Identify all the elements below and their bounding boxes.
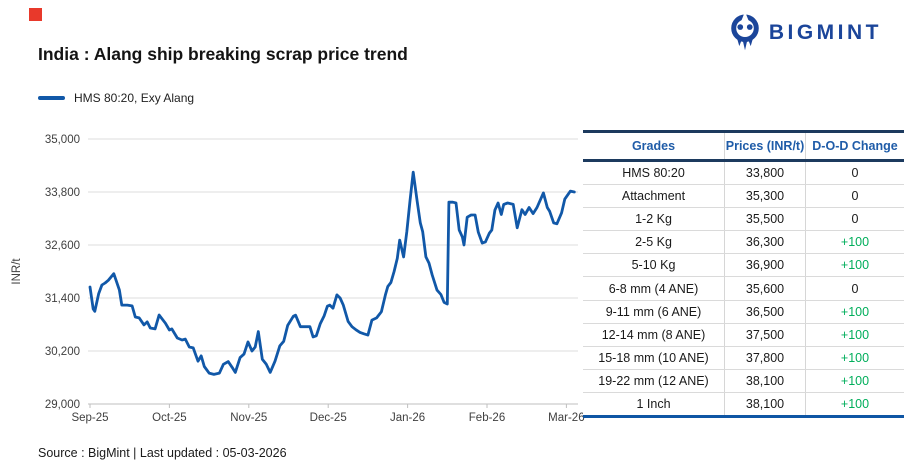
table-row: 15-18 mm (10 ANE) 37,800 +100 — [583, 346, 904, 370]
bigmint-owl-icon — [731, 14, 759, 51]
table-row: 2-5 Kg 36,300 +100 — [583, 231, 904, 255]
grade-cell: 2-5 Kg — [583, 231, 725, 254]
change-cell: 0 — [851, 166, 859, 181]
y-axis-tick-label: 35,000 — [45, 134, 80, 146]
table-header-row: Grades Prices (INR/t) D-O-D Change — [583, 133, 904, 162]
grade-cell: 1-2 Kg — [583, 208, 725, 231]
price-cell: 37,500 — [725, 323, 806, 346]
red-square-marker — [29, 8, 42, 21]
price-cell: 33,800 — [725, 162, 806, 185]
logo-wordmark: BIGMINT — [768, 21, 882, 44]
column-header-dod-change: D-O-D Change — [812, 139, 898, 153]
table-row: 1 Inch 38,100 +100 — [583, 392, 904, 416]
column-header-grades: Grades — [583, 133, 725, 159]
grade-cell: 12-14 mm (8 ANE) — [583, 323, 725, 346]
table-row: 9-11 mm (6 ANE) 36,500 +100 — [583, 300, 904, 324]
price-cell: 35,500 — [725, 208, 806, 231]
grade-cell: 9-11 mm (6 ANE) — [583, 300, 725, 323]
y-axis-tick-label: 33,800 — [45, 187, 80, 199]
y-axis-tick-label: 32,600 — [45, 240, 80, 252]
x-axis-tick-label: Feb-26 — [469, 412, 505, 424]
price-cell: 37,800 — [725, 346, 806, 369]
change-cell: +100 — [840, 396, 870, 411]
y-axis-tick-label: 29,000 — [45, 399, 80, 411]
change-cell: 0 — [851, 281, 859, 296]
price-table: Grades Prices (INR/t) D-O-D Change HMS 8… — [583, 130, 904, 419]
change-cell: +100 — [840, 304, 870, 319]
chart-legend: HMS 80:20, Exy Alang — [38, 91, 194, 105]
grade-cell: Attachment — [583, 185, 725, 208]
grade-cell: 19-22 mm (12 ANE) — [583, 369, 725, 392]
table-row: 1-2 Kg 35,500 0 — [583, 208, 904, 232]
x-axis-tick-label: Dec-25 — [310, 412, 347, 424]
table-row: Attachment 35,300 0 — [583, 185, 904, 209]
price-cell: 36,500 — [725, 300, 806, 323]
price-cell: 36,900 — [725, 254, 806, 277]
grade-cell: 6-8 mm (4 ANE) — [583, 277, 725, 300]
change-cell: 0 — [851, 189, 859, 204]
source-caption: Source : BigMint | Last updated : 05-03-… — [38, 446, 287, 460]
grade-cell: 15-18 mm (10 ANE) — [583, 346, 725, 369]
y-axis-title: INR/t — [11, 258, 23, 285]
change-cell: +100 — [840, 373, 870, 388]
price-cell: 36,300 — [725, 231, 806, 254]
x-axis-tick-label: Sep-25 — [71, 412, 108, 424]
grade-cell: 5-10 Kg — [583, 254, 725, 277]
price-trend-line — [88, 170, 576, 376]
y-axis-tick-label: 30,200 — [45, 346, 80, 358]
table-body: HMS 80:20 33,800 0 Attachment 35,300 0 1-2 Kg 3… — [583, 162, 904, 419]
grade-cell: HMS 80:20 — [583, 162, 725, 185]
change-cell: +100 — [840, 327, 870, 342]
grade-cell: 1 Inch — [583, 392, 725, 416]
x-axis-tick-label: Nov-25 — [230, 412, 267, 424]
x-axis-tick-label: Mar-26 — [548, 412, 584, 424]
price-cell: 35,600 — [725, 277, 806, 300]
table-row: HMS 80:20 33,800 0 — [583, 162, 904, 186]
page-title: India : Alang ship breaking scrap price … — [38, 44, 408, 64]
price-cell: 38,100 — [725, 392, 806, 416]
change-cell: +100 — [840, 258, 870, 273]
table-row: 5-10 Kg 36,900 +100 — [583, 254, 904, 278]
table-row: 19-22 mm (12 ANE) 38,100 +100 — [583, 369, 904, 393]
price-cell: 35,300 — [725, 185, 806, 208]
x-axis-tick-label: Jan-26 — [390, 412, 425, 424]
change-cell: +100 — [840, 350, 870, 365]
change-cell: +100 — [840, 235, 870, 250]
column-header-prices: Prices (INR/t) — [725, 133, 806, 159]
change-cell: 0 — [851, 212, 859, 227]
y-axis-tick-label: 31,400 — [45, 293, 80, 305]
bigmint-logo: BIGMINT — [729, 14, 882, 52]
legend-series-label: HMS 80:20, Exy Alang — [74, 91, 195, 105]
price-cell: 38,100 — [725, 369, 806, 392]
table-row: 12-14 mm (8 ANE) 37,500 +100 — [583, 323, 904, 347]
legend-line-swatch — [38, 96, 65, 100]
table-row: 6-8 mm (4 ANE) 35,600 0 — [583, 277, 904, 301]
x-axis-tick-label: Oct-25 — [152, 412, 187, 424]
